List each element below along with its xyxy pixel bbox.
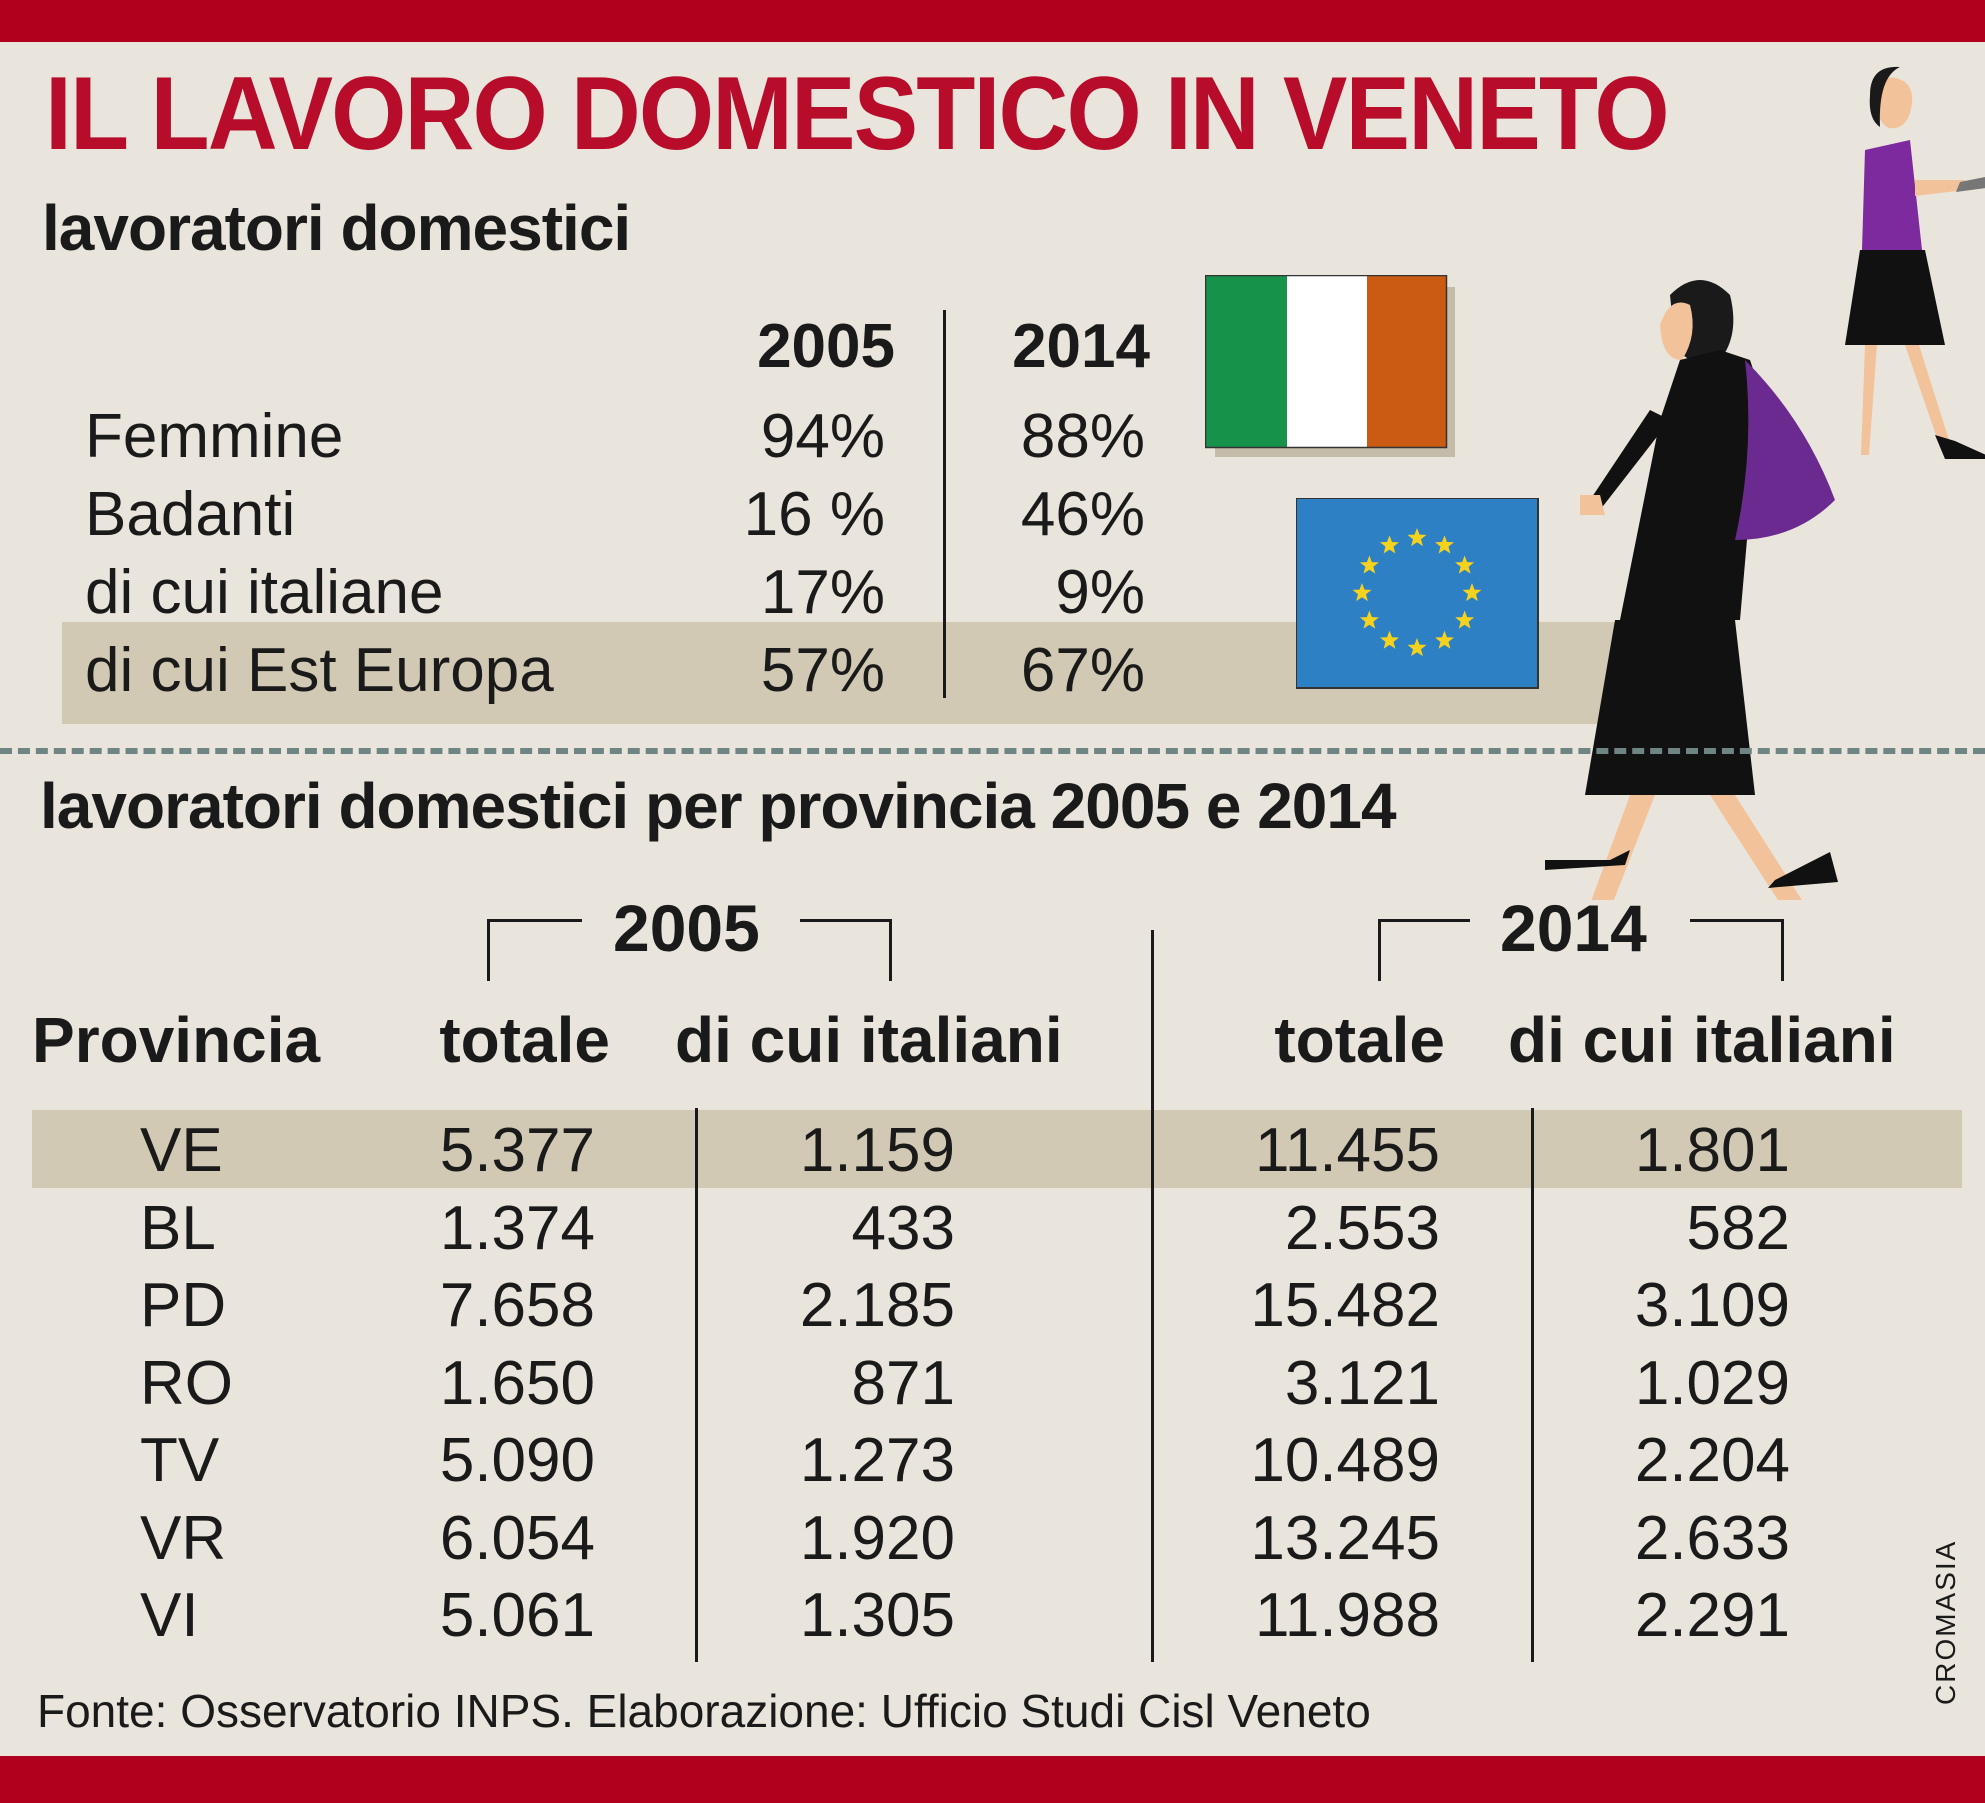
eu-star-icon [1407, 528, 1427, 547]
value-italiane-2005: 17% [760, 558, 885, 627]
header-totale-2005: totale [439, 1004, 610, 1076]
section-separator [0, 748, 1985, 754]
credit-label: CROMASIA [1930, 1539, 1961, 1705]
eu-star-icon [1379, 630, 1400, 649]
bracket-2014-right-tick [1781, 919, 1784, 981]
row-label-italiane: di cui italiane [85, 558, 444, 627]
woman-front-figure [1545, 280, 1838, 900]
province-code-pd: PD [140, 1271, 227, 1340]
eu-flag-icon [1296, 498, 1539, 689]
province-code-tv: TV [140, 1426, 220, 1495]
totale-2005-ro: 1.650 [439, 1348, 595, 1418]
column-divider-2005 [695, 1108, 698, 1662]
eu-star-icon [1379, 535, 1400, 554]
italiani-2014-tv: 2.204 [1634, 1426, 1790, 1495]
value-italiane-2014: 9% [1055, 558, 1145, 627]
province-code-ve: VE [140, 1116, 223, 1185]
italiani-2005-vi: 1.305 [799, 1581, 955, 1650]
italiani-2014-vr: 2.633 [1634, 1503, 1790, 1573]
row-label-badanti: Badanti [85, 480, 296, 549]
value-badanti-2014: 46% [1020, 480, 1145, 549]
totale-2014-ro: 3.121 [1284, 1348, 1440, 1418]
section2-subtitle: lavoratori domestici per provincia 2005 … [40, 770, 1397, 842]
top-accent-bar [0, 0, 1985, 42]
province-code-vi: VI [140, 1581, 199, 1650]
section2-year-2014: 2014 [1500, 891, 1647, 965]
column-divider-2014 [1531, 1108, 1534, 1662]
header-totale-2014: totale [1274, 1004, 1445, 1076]
italiani-2014-bl: 582 [1686, 1193, 1790, 1263]
eu-star-icon [1359, 610, 1379, 629]
row-label-est-europa: di cui Est Europa [85, 636, 554, 705]
province-code-vr: VR [140, 1503, 227, 1573]
year-divider [1151, 930, 1154, 1662]
italiani-2014-vi: 2.291 [1634, 1581, 1790, 1650]
totale-2005-vi: 5.061 [439, 1581, 595, 1650]
italiani-2005-ve: 1.159 [799, 1116, 955, 1185]
totale-2005-bl: 1.374 [439, 1193, 595, 1263]
italiani-2005-pd: 2.185 [799, 1271, 955, 1340]
page-title: IL LAVORO DOMESTICO IN VENETO [45, 56, 1670, 172]
bracket-2005-left-tick [487, 919, 490, 981]
header-italiani-2014: di cui italiani [1508, 1004, 1896, 1076]
bottom-accent-bar [0, 1756, 1985, 1803]
year-header-2014: 2014 [1012, 312, 1150, 381]
province-code-bl: BL [140, 1193, 216, 1263]
italiani-2014-ro: 1.029 [1634, 1348, 1790, 1418]
eu-star-icon [1455, 555, 1475, 574]
header-provincia: Provincia [32, 1004, 321, 1076]
header-italiani-2005: di cui italiani [675, 1004, 1063, 1076]
section1-subtitle: lavoratori domestici [42, 192, 631, 264]
section1-divider [943, 310, 946, 698]
italiani-2005-vr: 1.920 [799, 1503, 955, 1573]
totale-2014-vr: 13.245 [1250, 1503, 1440, 1573]
totale-2005-ve: 5.377 [439, 1116, 595, 1185]
italiani-2005-tv: 1.273 [799, 1426, 955, 1495]
eu-star-icon [1455, 610, 1475, 629]
eu-star-icon [1434, 630, 1455, 649]
totale-2014-vi: 11.988 [1254, 1581, 1440, 1650]
bracket-2005-right [800, 919, 892, 922]
eu-star-icon [1407, 638, 1427, 657]
bracket-2014-left-tick [1378, 919, 1381, 981]
source-note: Fonte: Osservatorio INPS. Elaborazione: … [37, 1685, 1371, 1737]
italiani-2005-ro: 871 [851, 1348, 955, 1418]
italiani-2014-pd: 3.109 [1634, 1271, 1790, 1340]
italiani-2005-bl: 433 [851, 1193, 955, 1263]
totale-2014-ve: 11.455 [1254, 1116, 1440, 1185]
totale-2014-pd: 15.482 [1250, 1271, 1440, 1340]
eu-star-icon [1462, 583, 1482, 602]
totale-2005-vr: 6.054 [439, 1503, 595, 1573]
totale-2014-tv: 10.489 [1250, 1426, 1440, 1495]
value-est-europa-2005: 57% [760, 636, 885, 705]
year-header-2005: 2005 [757, 312, 895, 381]
value-badanti-2005: 16 % [743, 480, 885, 549]
bracket-2005-right-tick [889, 919, 892, 981]
row-label-femmine: Femmine [85, 402, 344, 471]
totale-2014-bl: 2.553 [1284, 1193, 1440, 1263]
woman-back-figure [1845, 66, 1985, 459]
walking-women-illustration [1545, 66, 1985, 900]
bracket-2014-left [1378, 919, 1470, 922]
italian-flag-icon [1205, 275, 1455, 457]
eu-star-icon [1434, 535, 1455, 554]
eu-star-icon [1359, 555, 1379, 574]
bracket-2014-right [1690, 919, 1784, 922]
province-code-ro: RO [140, 1348, 233, 1418]
eu-star-icon [1352, 583, 1372, 602]
totale-2005-tv: 5.090 [439, 1426, 595, 1495]
value-femmine-2014: 88% [1020, 402, 1145, 471]
value-femmine-2005: 94% [760, 402, 885, 471]
italiani-2014-ve: 1.801 [1634, 1116, 1790, 1185]
bracket-2005-left [487, 919, 582, 922]
section2-year-2005: 2005 [613, 891, 760, 965]
value-est-europa-2014: 67% [1020, 636, 1145, 705]
highlight-band-ve [32, 1110, 1962, 1188]
totale-2005-pd: 7.658 [439, 1271, 595, 1340]
